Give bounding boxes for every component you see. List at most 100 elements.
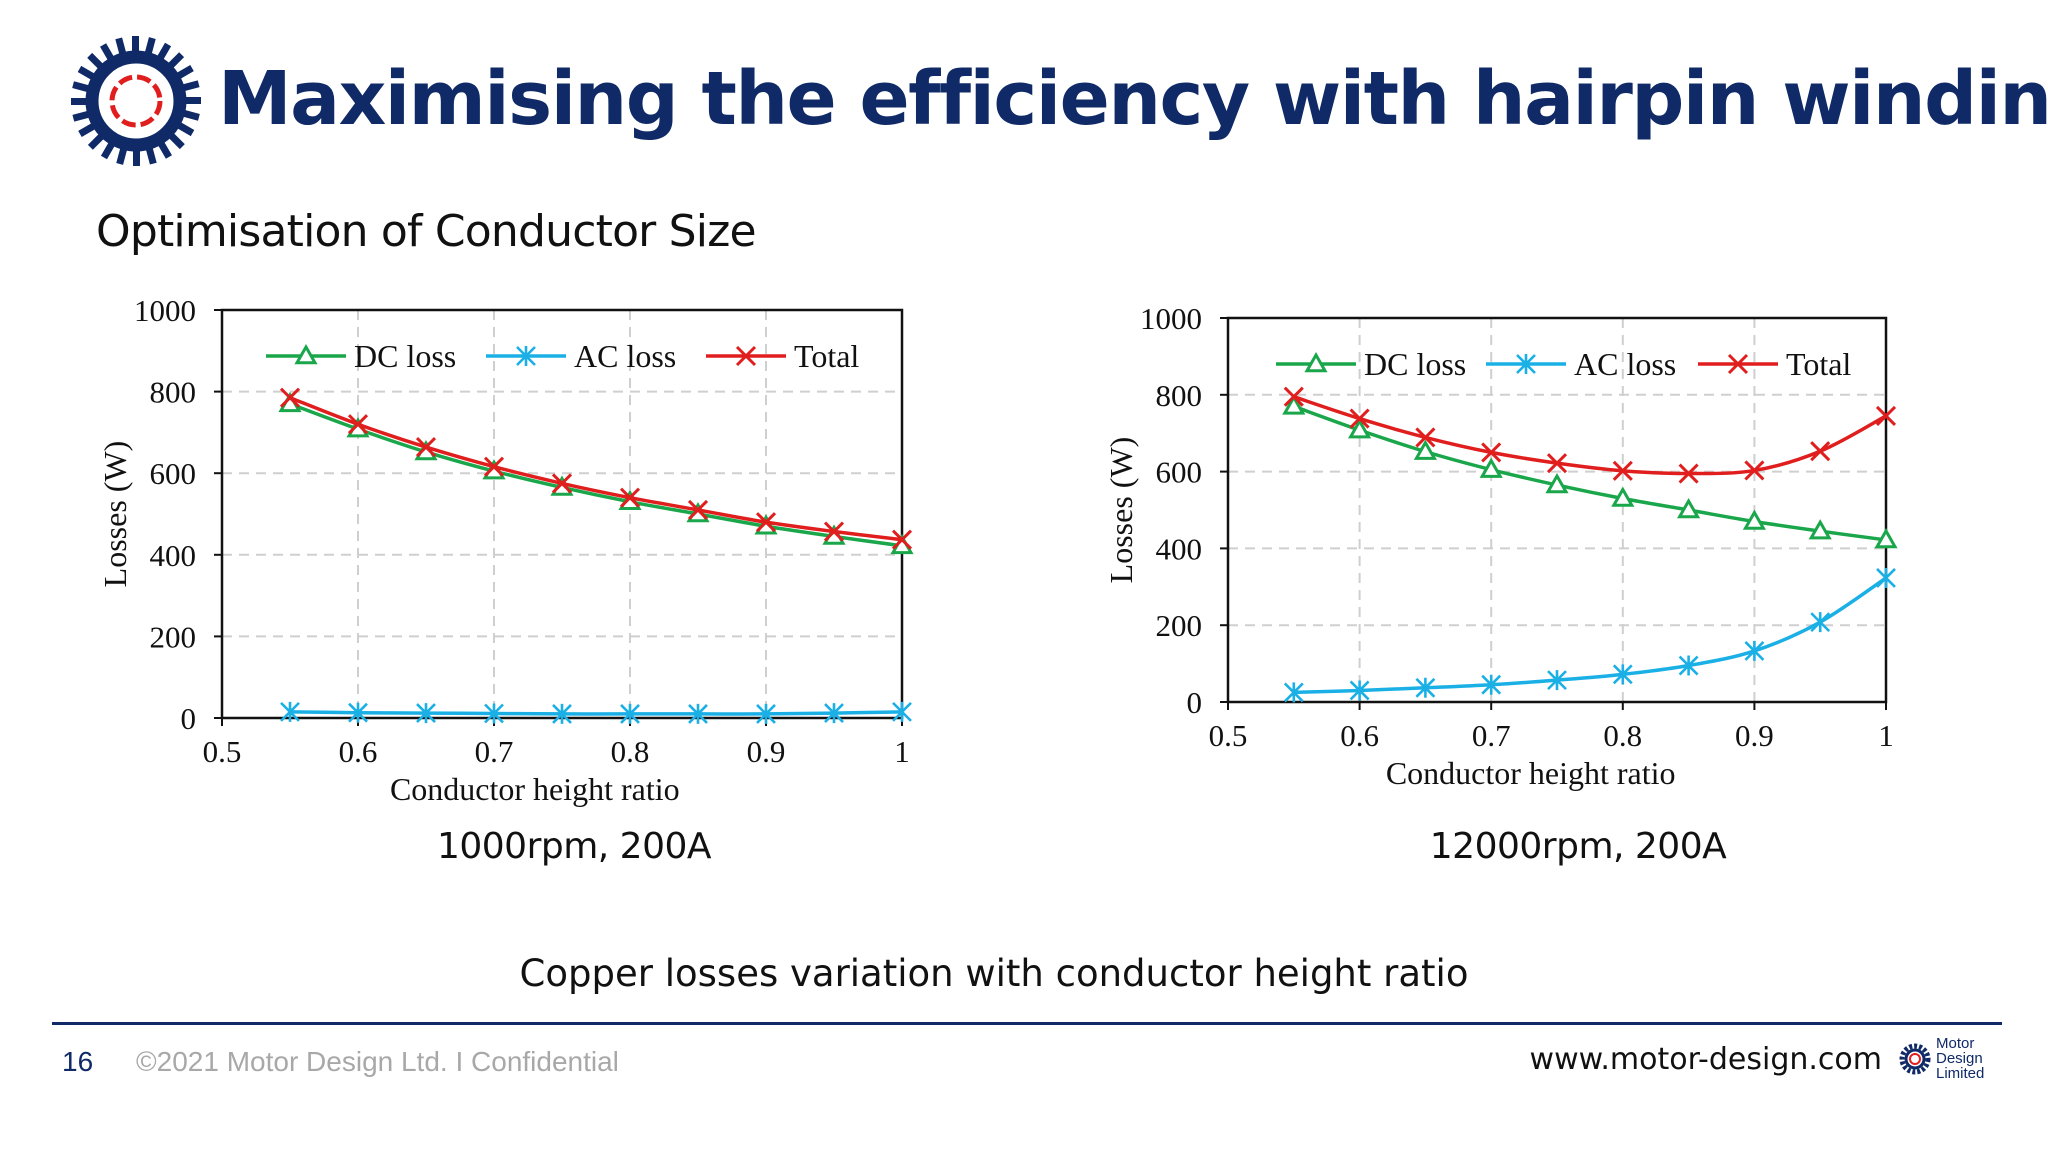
x-axis-label: Conductor height ratio [1386,755,1676,791]
data-point [891,529,913,550]
legend-marker [294,343,318,365]
y-tick-label: 400 [150,538,197,573]
series-line [1293,576,1887,695]
x-tick-label: 0.5 [203,734,242,769]
plot-frame [1226,316,1888,704]
series-total [279,387,913,550]
data-point [1283,386,1304,407]
data-point [1874,527,1898,549]
data-point [1810,441,1831,462]
data-point [1481,674,1502,695]
y-tick-label: 0 [1187,685,1203,720]
data-point [1611,486,1635,507]
data-point [1678,463,1699,484]
data-point [687,499,709,520]
y-tick-label: 600 [1156,455,1203,490]
legend-label: DC loss [354,338,456,374]
data-point [619,487,641,508]
data-point [755,512,777,533]
data-point [1612,460,1633,481]
motor-stator-icon [71,36,201,166]
data-point [688,703,708,724]
data-point [1876,567,1896,588]
data-point [280,701,300,722]
y-tick-label: 0 [181,701,197,736]
y-tick-label: 200 [1156,608,1203,643]
logo-tooth [132,36,139,58]
legend-entry: AC loss [486,338,676,374]
logo-line-3: Limited [1936,1065,1985,1082]
x-tick-label: 0.9 [1735,718,1774,753]
y-tick-label: 800 [150,375,197,410]
data-point [1808,519,1832,540]
data-point [1678,655,1699,676]
legend-entry: DC loss [1276,346,1466,382]
data-point [824,703,844,724]
data-point [1744,460,1765,481]
data-point [279,387,301,408]
data-point [484,703,504,724]
legend-label: AC loss [1574,346,1676,382]
y-tick-label: 800 [1156,378,1203,413]
data-point [1677,497,1701,519]
y-axis-label: Losses (W) [1103,437,1139,584]
data-point [1413,439,1437,460]
legend-entry: Total [706,338,859,374]
series-ac-loss [280,701,912,724]
data-point [1415,677,1436,698]
data-point [552,703,572,724]
page-number: 16 [62,1046,94,1077]
series-line [289,710,903,716]
website-link[interactable]: www.motor-design.com [1529,1042,1882,1077]
data-point [1875,405,1897,426]
data-point [1415,427,1436,448]
chart-1: 0.5 0.6 0.7 0.8 0.9 1 0 200 400 600 800 1000 Conduct… [97,293,914,807]
data-point [1479,457,1503,478]
data-point [347,414,369,435]
legend-label: Total [1786,346,1851,382]
x-tick-label: 0.9 [747,734,786,769]
legend-entry: Total [1698,346,1851,382]
x-tick-label: 0.8 [611,734,650,769]
y-tick-label: 1000 [1140,301,1202,336]
data-point [1282,394,1306,415]
y-tick-label: 1000 [134,293,196,328]
data-point [348,702,368,723]
copyright-text: ©2021 Motor Design Ltd. I Confidential [136,1046,619,1077]
series-line [289,396,903,542]
data-point [756,703,776,724]
legend-label: Total [794,338,859,374]
slide-title: Maximising the efficiency with hairpin w… [218,56,2048,142]
data-point [1546,453,1568,474]
data-point [415,437,437,458]
data-point [892,701,912,722]
y-axis-label: Losses (W) [97,441,133,588]
slide-subtitle: Optimisation of Conductor Size [96,206,757,257]
y-tick-label: 600 [150,456,197,491]
series-dc-loss [1282,394,1898,549]
series-line [289,402,903,548]
data-point [1742,509,1766,530]
legend-marker [1304,351,1328,373]
series-total [1283,386,1897,484]
series-ac-loss [1283,567,1896,703]
legend-marker [1727,353,1749,375]
figure-caption: Copper losses variation with conductor h… [519,952,1469,995]
chart-1-condition: 1000rpm, 200A [436,826,712,867]
x-tick-label: 0.5 [1209,718,1248,753]
data-point [416,703,436,724]
data-point [551,473,573,494]
data-point [1744,640,1765,661]
y-tick-label: 200 [150,619,197,654]
chart-2: 0.5 0.6 0.7 0.8 0.9 1 0 200 400 600 800 1000 Conduct… [1103,301,1898,791]
data-point [1810,612,1831,633]
legend-label: DC loss [1364,346,1466,382]
legend-label: AC loss [574,338,676,374]
data-point [1612,664,1633,685]
logo-line-2: Design [1936,1050,1983,1067]
data-point [620,703,640,724]
data-point [1547,670,1567,691]
data-point [1481,442,1502,463]
data-point [1348,418,1372,439]
